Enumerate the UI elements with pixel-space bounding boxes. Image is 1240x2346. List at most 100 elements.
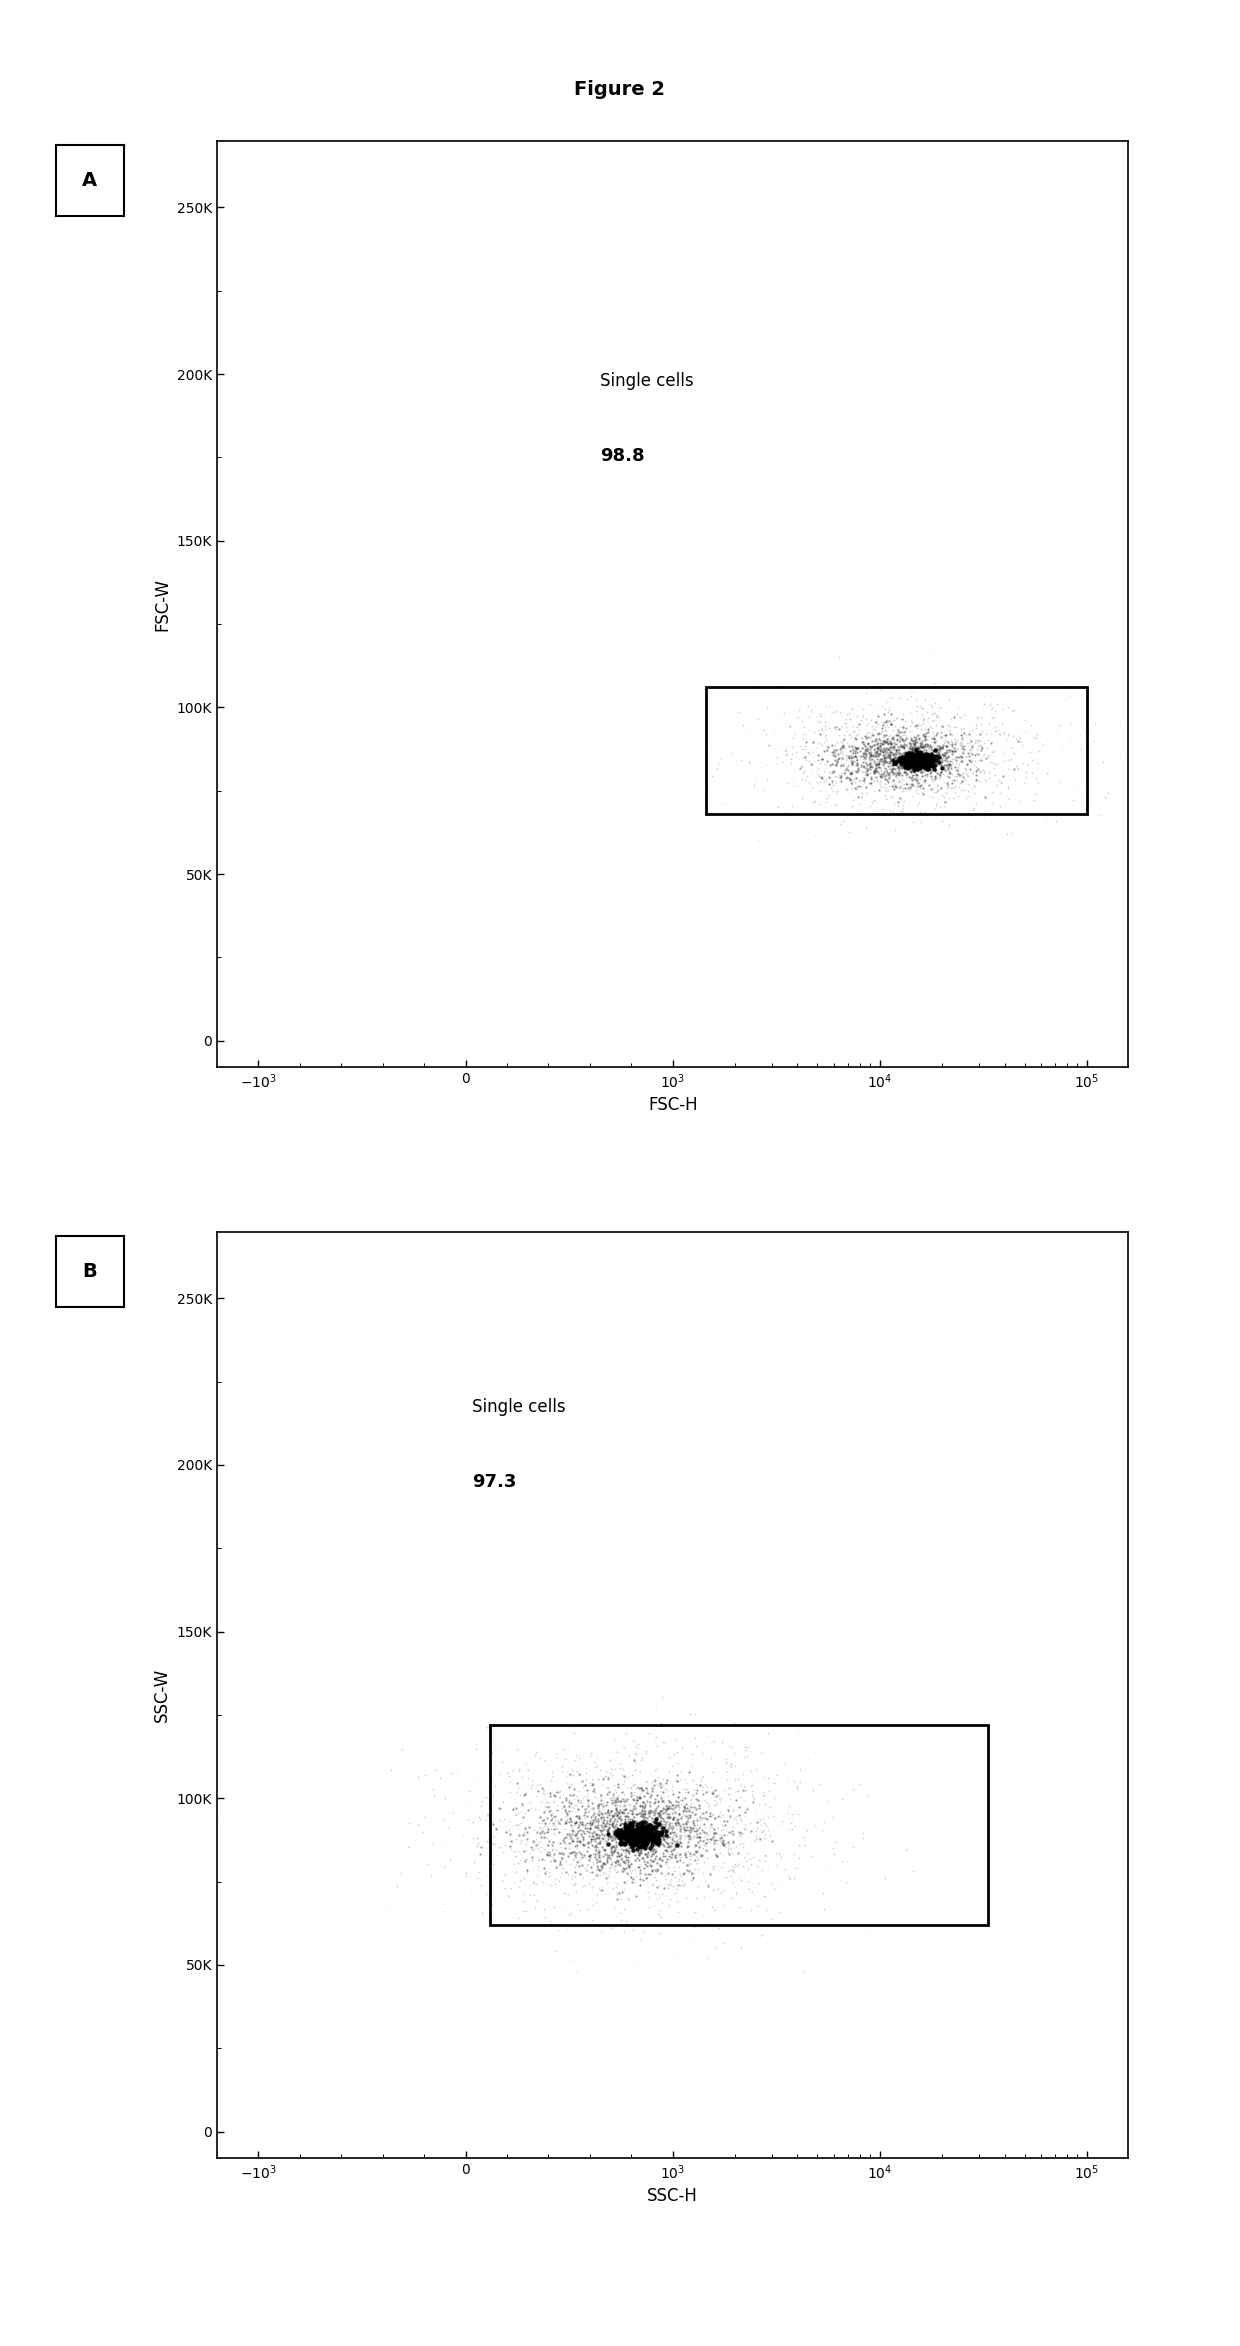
Point	[904, 737, 924, 774]
Point	[546, 1842, 565, 1879]
Point	[698, 1783, 718, 1820]
Point	[951, 708, 971, 746]
Point	[930, 730, 950, 767]
Point	[639, 1813, 658, 1851]
Point	[913, 727, 932, 765]
Point	[910, 751, 930, 788]
Point	[680, 1734, 699, 1771]
Point	[906, 718, 926, 755]
Point	[639, 1809, 658, 1846]
Point	[954, 732, 973, 769]
Point	[594, 1806, 614, 1844]
Point	[739, 1870, 759, 1907]
Point	[673, 1865, 693, 1903]
Point	[494, 1783, 513, 1820]
Point	[1049, 748, 1069, 786]
Point	[613, 1849, 632, 1886]
Point	[562, 1912, 582, 1950]
Point	[718, 1961, 738, 1999]
Point	[838, 755, 858, 793]
Point	[1027, 701, 1047, 739]
Point	[970, 720, 990, 758]
Point	[502, 1825, 522, 1863]
Point	[708, 1837, 728, 1874]
Point	[875, 690, 895, 727]
Point	[614, 1776, 634, 1813]
Point	[614, 1795, 634, 1832]
Point	[877, 723, 897, 760]
Point	[699, 1809, 719, 1846]
Point	[629, 1820, 649, 1858]
Point	[613, 1809, 632, 1846]
Point	[575, 1792, 595, 1830]
Point	[560, 1820, 580, 1858]
Point	[885, 725, 905, 762]
Point	[978, 760, 998, 798]
Point	[680, 1752, 699, 1790]
Point	[456, 1858, 476, 1896]
Point	[909, 730, 929, 767]
Point	[655, 1823, 675, 1860]
Point	[951, 741, 971, 779]
Point	[626, 1813, 646, 1851]
Point	[967, 767, 987, 805]
Point	[626, 1811, 646, 1849]
Point	[345, 1722, 365, 1760]
Point	[826, 732, 846, 769]
Point	[634, 1830, 653, 1867]
Point	[831, 732, 851, 769]
Point	[663, 1790, 683, 1828]
Point	[950, 758, 970, 795]
Point	[982, 734, 1002, 772]
Point	[511, 1825, 531, 1863]
Point	[924, 720, 944, 758]
Point	[593, 1804, 613, 1842]
Point	[910, 741, 930, 779]
Point	[606, 1715, 626, 1752]
Point	[564, 1804, 584, 1842]
Point	[879, 791, 899, 828]
Point	[564, 1790, 584, 1828]
Point	[656, 1804, 676, 1842]
Point	[621, 1778, 641, 1816]
Point	[963, 647, 983, 685]
Point	[622, 1762, 642, 1799]
Point	[594, 1790, 614, 1828]
Point	[585, 1738, 605, 1776]
Point	[930, 739, 950, 777]
Point	[498, 1828, 518, 1865]
Point	[644, 1830, 663, 1867]
Point	[578, 1783, 598, 1820]
Point	[848, 779, 868, 816]
Point	[864, 753, 884, 791]
Point	[1056, 680, 1076, 718]
Point	[999, 786, 1019, 823]
Point	[939, 739, 959, 777]
Point	[947, 758, 967, 795]
Point	[362, 1820, 382, 1858]
Point	[673, 1844, 693, 1881]
Point	[935, 734, 955, 772]
Point	[982, 690, 1002, 727]
Point	[569, 1849, 589, 1886]
Point	[742, 1767, 761, 1804]
Point	[914, 793, 934, 830]
Point	[587, 1844, 606, 1881]
Point	[610, 1806, 630, 1844]
Point	[640, 1820, 660, 1858]
Point	[632, 1828, 652, 1865]
Point	[842, 739, 862, 777]
Point	[921, 746, 941, 784]
Point	[622, 1820, 642, 1858]
Point	[699, 1795, 719, 1832]
Point	[893, 723, 913, 760]
Point	[615, 1638, 635, 1675]
Point	[909, 741, 929, 779]
Point	[910, 744, 930, 781]
Point	[756, 732, 776, 769]
Point	[906, 805, 926, 842]
Point	[833, 669, 853, 706]
Point	[910, 755, 930, 793]
Point	[552, 1832, 572, 1870]
Point	[882, 751, 901, 788]
